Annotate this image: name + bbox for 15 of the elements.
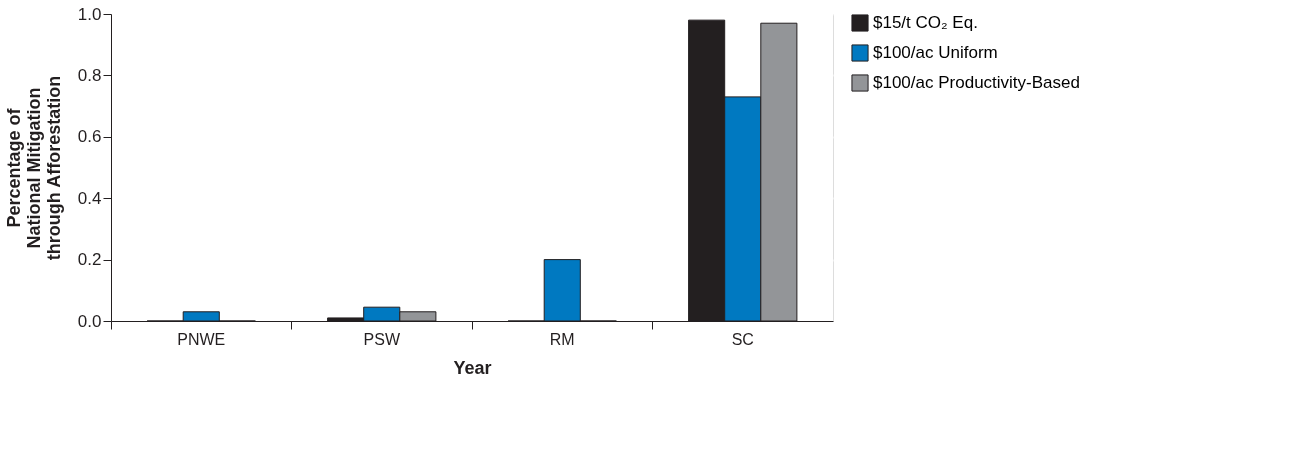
y-tick-label: 0.2 <box>77 250 102 270</box>
y-tick-label: 0.0 <box>77 311 102 331</box>
legend-label: $100/ac Productivity-Based <box>873 73 1080 92</box>
legend-label: $100/ac Uniform <box>873 43 998 62</box>
y-tick-label: 1.0 <box>77 4 102 24</box>
x-tick-label: RM <box>549 330 575 348</box>
y-tick-label: 0.8 <box>77 65 102 85</box>
x-axis-title: Year <box>453 357 492 378</box>
x-tick-label: SC <box>731 330 754 348</box>
x-tick-label: PSW <box>363 330 401 348</box>
y-tick-label: 0.6 <box>77 127 102 147</box>
x-tick-label: PNWE <box>177 330 226 348</box>
y-axis-title: Percentage of National Mitigation through Afforestation <box>3 75 64 261</box>
y-tick-label: 0.4 <box>77 188 102 208</box>
legend-label: $15/t CO₂ Eq. <box>873 13 978 32</box>
